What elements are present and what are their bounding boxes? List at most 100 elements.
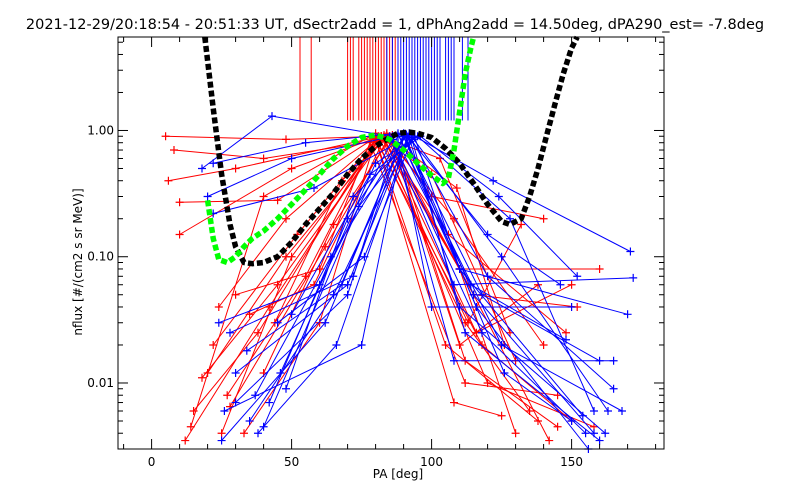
data-point-blue [226,328,234,337]
data-point-red [231,164,240,173]
data-point-blue [301,138,310,147]
data-point-red [287,164,296,173]
data-point-red [545,436,554,445]
data-point-blue [217,436,226,445]
data-point-blue [198,164,206,173]
data-point-red [259,192,268,201]
series-line-red [193,138,572,422]
data-point-red [245,310,254,319]
data-point-blue [251,391,260,400]
x-tick-label: 100 [420,455,443,469]
x-tick-label: 150 [560,455,583,469]
data-point-red [273,280,282,289]
y-axis: 0.01 0.10 1.00 [87,41,664,450]
data-point-red [511,429,520,438]
data-point-blue [478,328,486,337]
data-point-red [240,429,248,438]
pitch-angle-markers [299,37,469,121]
data-point-blue [595,436,604,445]
data-point-blue [282,384,290,393]
data-point-red [287,252,296,261]
data-point-red [254,328,262,337]
fit-curve-black [202,35,580,267]
data-point-blue [209,159,218,168]
data-point-red [175,198,184,207]
data-point-blue [497,252,506,261]
data-point-blue [268,112,276,121]
data-point-red [534,416,542,425]
data-point-red [223,391,232,400]
data-point-blue [259,422,268,431]
data-point-blue [287,310,296,319]
y-tick-label: 0.01 [87,376,114,390]
data-point-blue [601,429,610,438]
data-point-blue [573,272,582,281]
data-point-blue [590,406,598,415]
series-line-blue [207,135,614,362]
data-point-blue [287,154,296,163]
data-point-red [452,184,461,193]
series-line-blue [263,135,631,427]
data-point-blue [371,159,380,168]
data-point-red [282,135,290,144]
data-point-red [282,214,290,223]
data-point-blue [254,429,262,438]
data-point-blue [220,406,229,415]
data-point-blue [366,170,374,179]
data-point-blue [265,398,274,407]
data-point-blue [231,368,240,377]
data-point-blue [332,340,341,349]
data-point-blue [321,318,330,327]
fit-curve-green [204,36,477,266]
data-point-blue [604,406,612,415]
data-point-red [567,280,576,289]
data-point-red [198,373,206,382]
data-point-blue [214,318,223,327]
data-point-red [539,214,548,223]
data-point-blue [329,290,338,299]
data-point-blue [567,302,576,311]
data-point-red [259,154,268,163]
data-point-red [517,220,526,229]
model-fit-curves [202,35,580,267]
data-point-blue [360,252,369,261]
data-point-red [497,411,506,420]
data-point-red [175,230,184,239]
data-point-blue [472,302,481,311]
plot-frame [117,36,665,450]
data-point-red [478,340,486,349]
data-point-blue [310,184,318,193]
data-point-red [170,146,178,155]
data-point-blue [478,290,486,299]
data-point-blue [556,280,565,289]
data-point-blue [618,406,626,415]
data-point-blue [338,280,346,289]
data-point-red [329,220,338,229]
data-point-blue [242,346,251,355]
data-point-blue [483,230,492,239]
x-tick-label: 0 [148,455,156,469]
data-point-red [461,378,470,387]
data-point-red [553,422,562,431]
data-point-blue [626,247,635,256]
data-point-blue [609,384,618,393]
data-point-red [450,398,458,407]
x-tick-label: 50 [284,455,299,469]
data-point-red [214,302,223,311]
data-point-blue [609,356,618,365]
data-point-blue [245,416,254,425]
data-point-red [562,328,570,337]
data-point-red [209,340,218,349]
y-axis-label: nflux [#/(cm2 s sr MeV)] [71,188,85,335]
data-point-blue [427,302,436,311]
data-point-blue [578,411,587,420]
data-point-blue [497,340,506,349]
data-point-blue [343,290,352,299]
data-point-red [181,436,190,445]
x-axis-label: PA [deg] [373,467,423,481]
data-point-red [164,176,173,185]
data-point-blue [500,368,509,377]
data-point-blue [466,280,475,289]
y-tick-label: 0.10 [87,250,114,264]
